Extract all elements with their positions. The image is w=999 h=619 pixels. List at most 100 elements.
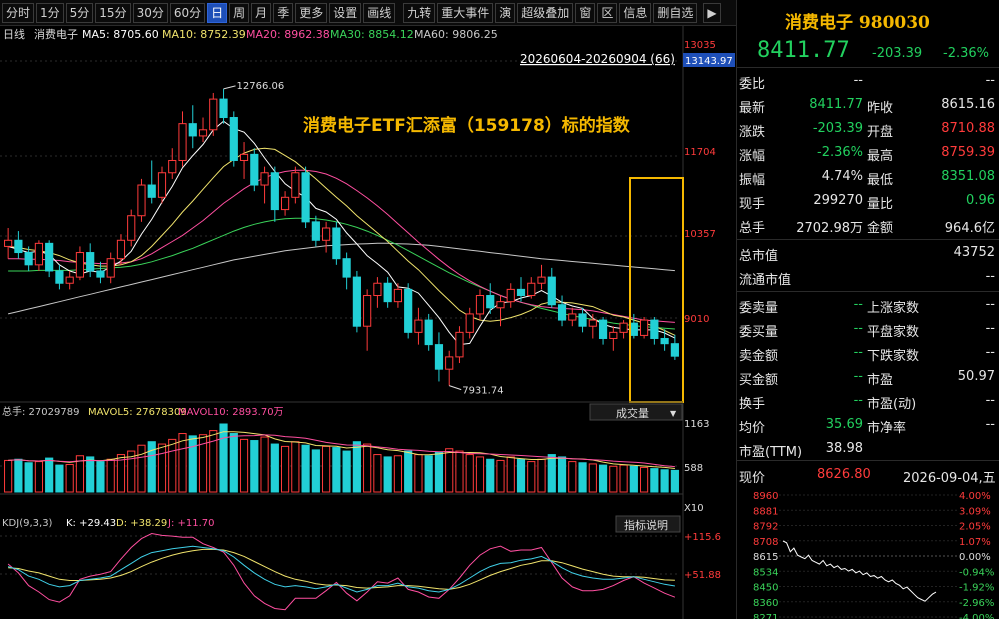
kdj-d-line (8, 548, 675, 590)
toolbar-button-5[interactable]: 60分 (169, 2, 206, 23)
candle-body[interactable] (116, 239, 126, 260)
axis-price-2: 10357 (684, 229, 716, 240)
candle-body[interactable] (475, 295, 485, 315)
candle-body[interactable] (598, 319, 608, 339)
candle-body[interactable] (373, 282, 382, 297)
toolbar-button-6[interactable]: 日 (207, 2, 228, 23)
candle-body[interactable] (537, 276, 546, 284)
candle-body[interactable] (629, 322, 638, 336)
candle-body[interactable] (311, 221, 320, 241)
candle-body[interactable] (127, 215, 136, 241)
candle-body[interactable] (168, 159, 177, 174)
toolbar-button-20[interactable]: 删自选 (653, 2, 698, 23)
toolbar-button-1[interactable]: 1分 (36, 2, 64, 23)
indicator-select[interactable] (589, 403, 683, 421)
candle-body[interactable] (157, 172, 167, 198)
candle-body[interactable] (660, 337, 669, 345)
toolbar-button-9[interactable]: 季 (273, 2, 294, 23)
candle-body[interactable] (650, 319, 659, 339)
candle-body[interactable] (86, 252, 95, 272)
toolbar-button-4[interactable]: 30分 (132, 2, 168, 23)
candle-body[interactable] (188, 123, 197, 137)
toolbar-button-17[interactable]: 窗 (575, 2, 596, 23)
candle-body[interactable] (455, 331, 464, 358)
candle-body[interactable] (55, 270, 64, 284)
candle-body[interactable] (280, 196, 290, 211)
candle-body[interactable] (178, 123, 187, 161)
candle-body[interactable] (270, 172, 279, 211)
candle-body[interactable] (527, 282, 536, 297)
candle-body[interactable] (260, 172, 269, 186)
candle-body[interactable] (301, 172, 310, 223)
toolbar-button-12[interactable]: 画线 (363, 2, 396, 23)
toolbar-button-10[interactable]: 更多 (295, 2, 328, 23)
candle-body[interactable] (250, 153, 259, 186)
expand-arrow-icon[interactable]: ▶ (703, 2, 721, 23)
period-toolbar: 分时 1分 5分 15分 30分 60分日周月季更多 设置 画线 九转 重大事件演超级叠加窗区信息… (0, 0, 736, 26)
toolbar-button-19[interactable]: 信息 (619, 2, 652, 23)
candle-body[interactable] (239, 153, 249, 161)
candle-body[interactable] (291, 172, 300, 198)
toolbar-button-15[interactable]: 演 (495, 2, 516, 23)
candle-body[interactable] (445, 356, 454, 370)
candle-body[interactable] (322, 227, 331, 241)
candle-body[interactable] (24, 252, 33, 266)
toolbar-button-7[interactable]: 周 (229, 2, 250, 23)
candle-body[interactable] (393, 288, 403, 303)
candle-body[interactable] (640, 319, 649, 336)
candle-body[interactable] (65, 276, 74, 284)
candle-body[interactable] (506, 288, 515, 303)
toolbar-button-18[interactable]: 区 (597, 2, 618, 23)
candle-body[interactable] (434, 344, 444, 370)
candle-body[interactable] (209, 98, 218, 131)
candle-body[interactable] (547, 276, 556, 306)
candle-body[interactable] (404, 288, 413, 333)
chevron-down-icon[interactable]: ▼ (670, 409, 677, 418)
candle-body[interactable] (342, 258, 351, 278)
intraday-mini-chart[interactable]: 8960 4.00% 8881 3.09% 8792 2.05% 8708 1.07% 8615… (737, 489, 999, 619)
candle-body[interactable] (568, 313, 577, 321)
candle-body[interactable] (332, 227, 341, 260)
candle-body[interactable] (486, 295, 495, 309)
toolbar-button-13[interactable]: 九转 (403, 2, 436, 23)
indicator-help-button[interactable] (615, 515, 681, 533)
candle-body[interactable] (14, 239, 23, 254)
candle-body[interactable] (363, 295, 372, 327)
candle-body[interactable] (219, 98, 228, 119)
candle-body[interactable] (496, 301, 505, 309)
candle-body[interactable] (137, 184, 146, 217)
kline-chart-area[interactable]: 日线 消费电子 MA5: 8705.60 MA10: 8752.39 MA20: 896… (0, 26, 736, 619)
candle-body[interactable] (414, 319, 423, 333)
toolbar-button-0[interactable]: 分时 (2, 2, 35, 23)
candle-body[interactable] (670, 343, 679, 357)
toolbar-button-16[interactable]: 超级叠加 (517, 2, 574, 23)
toolbar-button-2[interactable]: 5分 (65, 2, 94, 23)
quote-price: 8411.77 (757, 38, 850, 63)
candle-body[interactable] (619, 322, 628, 333)
volume-bar (65, 464, 74, 493)
candle-body[interactable] (557, 304, 567, 321)
candle-body[interactable] (198, 129, 208, 137)
candle-body[interactable] (578, 313, 587, 327)
candle-body[interactable] (516, 288, 526, 297)
candle-body[interactable] (383, 282, 392, 303)
candle-body[interactable] (4, 239, 13, 247)
toolbar-button-11[interactable]: 设置 (329, 2, 362, 23)
candle-body[interactable] (609, 331, 618, 339)
candle-body[interactable] (75, 252, 85, 278)
candle-body[interactable] (465, 313, 474, 333)
candle-body[interactable] (96, 270, 105, 278)
candle-body[interactable] (352, 276, 361, 327)
toolbar-button-8[interactable]: 月 (251, 2, 272, 23)
candle-body[interactable] (229, 117, 238, 161)
toolbar-button-3[interactable]: 15分 (95, 2, 131, 23)
candle-body[interactable] (588, 319, 597, 327)
candle-body[interactable] (34, 242, 43, 266)
candle-body[interactable] (424, 319, 433, 346)
candle-body[interactable] (45, 242, 54, 272)
candle-body[interactable] (106, 258, 115, 278)
candle-body[interactable] (147, 184, 156, 198)
mini-axis-price: 8960 (753, 491, 778, 502)
toolbar-button-14[interactable]: 重大事件 (437, 2, 494, 23)
mini-axis-pct: 2.05% (959, 522, 991, 533)
